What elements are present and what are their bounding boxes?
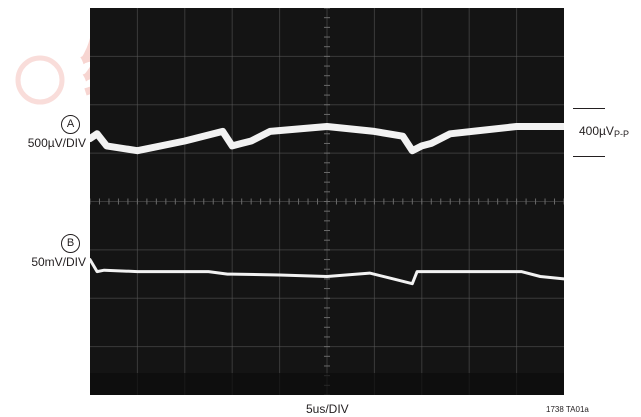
pp-label-sub: P-P (614, 129, 629, 139)
channel-b-scale: 50mV/DIV (2, 255, 86, 269)
watermark-logo (18, 58, 62, 102)
channel-a-marker: A (61, 115, 80, 134)
screen-bottom-band (90, 373, 564, 395)
pp-bottom-tick (573, 156, 605, 157)
oscilloscope-plot (90, 8, 564, 395)
pp-top-tick (573, 108, 605, 109)
oscilloscope-screen (90, 8, 564, 395)
pp-label-main: 400µV (579, 124, 614, 138)
channel-b-marker: B (61, 234, 80, 253)
pp-label: 400µVP-P (579, 124, 629, 139)
x-axis-label: 5us/DIV (306, 402, 349, 416)
figure-id: 1738 TA01a (546, 405, 589, 414)
channel-a-scale: 500µV/DIV (2, 136, 86, 150)
